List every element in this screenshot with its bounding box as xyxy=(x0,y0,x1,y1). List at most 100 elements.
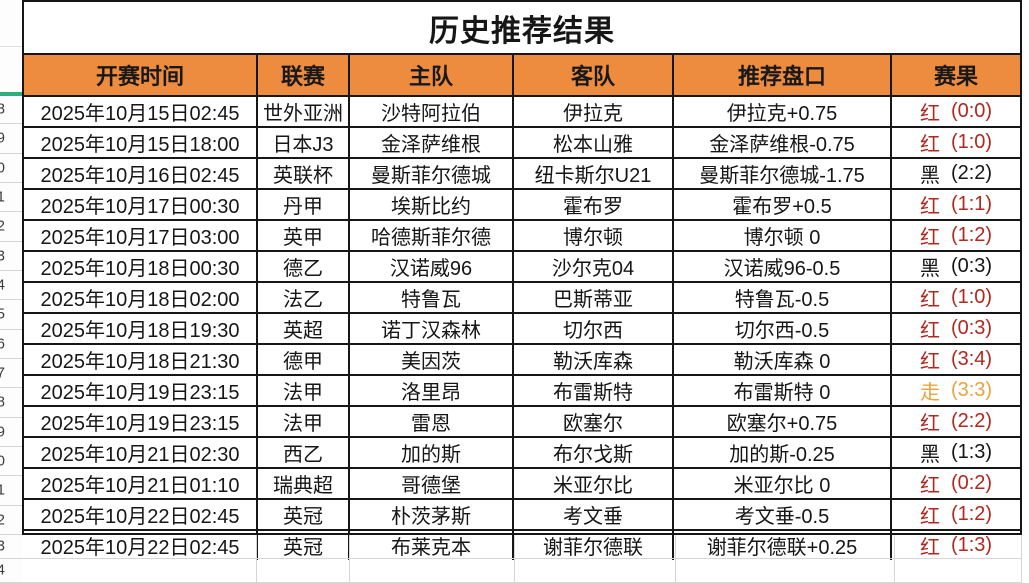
cell-home[interactable]: 沙特阿拉伯 xyxy=(350,97,514,126)
cell-away[interactable]: 米亚尔比 xyxy=(514,469,674,498)
cell-handicap[interactable]: 加的斯-0.25 xyxy=(674,438,892,467)
cell-time[interactable]: 2025年10月17日03:00 xyxy=(24,221,258,250)
cell-away[interactable]: 谢菲尔德联 xyxy=(514,531,674,560)
column-header-league[interactable]: 联赛 xyxy=(258,55,350,95)
cell-result[interactable]: 红 (1:2) xyxy=(892,221,1020,250)
cell-away[interactable]: 布尔戈斯 xyxy=(514,438,674,467)
cell-league[interactable]: 法甲 xyxy=(258,376,350,405)
cell-away[interactable]: 博尔顿 xyxy=(514,221,674,250)
empty-cell[interactable] xyxy=(257,559,350,583)
cell-result[interactable]: 红 (1:2) xyxy=(892,500,1020,529)
column-header-handicap[interactable]: 推荐盘口 xyxy=(674,55,892,95)
cell-home[interactable]: 埃斯比约 xyxy=(350,190,514,219)
cell-result[interactable]: 黑 (0:3) xyxy=(892,252,1020,281)
cell-time[interactable]: 2025年10月18日21:30 xyxy=(24,345,258,374)
cell-away[interactable]: 布雷斯特 xyxy=(514,376,674,405)
cell-handicap[interactable]: 霍布罗+0.5 xyxy=(674,190,892,219)
cell-league[interactable]: 西乙 xyxy=(258,438,350,467)
cell-league[interactable]: 瑞典超 xyxy=(258,469,350,498)
cell-handicap[interactable]: 伊拉克+0.75 xyxy=(674,97,892,126)
cell-away[interactable]: 伊拉克 xyxy=(514,97,674,126)
cell-home[interactable]: 加的斯 xyxy=(350,438,514,467)
cell-result[interactable]: 红 (1:0) xyxy=(892,128,1020,157)
cell-away[interactable]: 勒沃库森 xyxy=(514,345,674,374)
cell-away[interactable]: 欧塞尔 xyxy=(514,407,674,436)
cell-league[interactable]: 英甲 xyxy=(258,221,350,250)
cell-time[interactable]: 2025年10月18日19:30 xyxy=(24,314,258,343)
empty-cell[interactable] xyxy=(676,535,895,559)
cell-time[interactable]: 2025年10月22日02:45 xyxy=(24,500,258,529)
column-header-away[interactable]: 客队 xyxy=(514,55,674,95)
cell-result[interactable]: 红 (1:0) xyxy=(892,283,1020,312)
empty-cell[interactable] xyxy=(895,559,1022,583)
cell-away[interactable]: 巴斯蒂亚 xyxy=(514,283,674,312)
cell-away[interactable]: 沙尔克04 xyxy=(514,252,674,281)
cell-time[interactable]: 2025年10月15日18:00 xyxy=(24,128,258,157)
cell-home[interactable]: 朴茨茅斯 xyxy=(350,500,514,529)
empty-cell[interactable] xyxy=(22,559,257,583)
cell-handicap[interactable]: 金泽萨维根-0.75 xyxy=(674,128,892,157)
cell-time[interactable]: 2025年10月19日23:15 xyxy=(24,407,258,436)
cell-home[interactable]: 美因茨 xyxy=(350,345,514,374)
cell-result[interactable]: 红 (0:0) xyxy=(892,97,1020,126)
cell-result[interactable]: 红 (3:4) xyxy=(892,345,1020,374)
cell-league[interactable]: 世外亚洲 xyxy=(258,97,350,126)
cell-home[interactable]: 诺丁汉森林 xyxy=(350,314,514,343)
cell-time[interactable]: 2025年10月21日02:30 xyxy=(24,438,258,467)
cell-away[interactable]: 霍布罗 xyxy=(514,190,674,219)
cell-result[interactable]: 红 (0:2) xyxy=(892,469,1020,498)
cell-league[interactable]: 英联杯 xyxy=(258,159,350,188)
column-header-result[interactable]: 赛果 xyxy=(933,64,978,89)
cell-home[interactable]: 金泽萨维根 xyxy=(350,128,514,157)
cell-handicap[interactable]: 谢菲尔德联+0.25 xyxy=(674,531,892,560)
cell-league[interactable]: 法甲 xyxy=(258,407,350,436)
cell-handicap[interactable]: 米亚尔比 0 xyxy=(674,469,892,498)
cell-home[interactable]: 雷恩 xyxy=(350,407,514,436)
empty-cell[interactable] xyxy=(515,559,676,583)
empty-cell[interactable] xyxy=(257,535,350,559)
cell-away[interactable]: 考文垂 xyxy=(514,500,674,529)
cell-handicap[interactable]: 汉诺威96-0.5 xyxy=(674,252,892,281)
cell-home[interactable]: 汉诺威96 xyxy=(350,252,514,281)
cell-time[interactable]: 2025年10月18日02:00 xyxy=(24,283,258,312)
cell-away[interactable]: 切尔西 xyxy=(514,314,674,343)
cell-home[interactable]: 布莱克本 xyxy=(350,531,514,560)
empty-cell[interactable] xyxy=(350,535,515,559)
cell-home[interactable]: 特鲁瓦 xyxy=(350,283,514,312)
cell-home[interactable]: 哈德斯菲尔德 xyxy=(350,221,514,250)
cell-result[interactable]: 红 (1:1) xyxy=(892,190,1020,219)
cell-result[interactable]: 黑 (2:2) xyxy=(892,159,1020,188)
cell-away[interactable]: 纽卡斯尔U21 xyxy=(514,159,674,188)
cell-home[interactable]: 洛里昂 xyxy=(350,376,514,405)
sheet-title-cell[interactable]: 历史推荐结果 xyxy=(24,2,1020,55)
cell-time[interactable]: 2025年10月15日02:45 xyxy=(24,97,258,126)
cell-handicap[interactable]: 特鲁瓦-0.5 xyxy=(674,283,892,312)
cell-time[interactable]: 2025年10月22日02:45 xyxy=(24,531,258,560)
cell-result[interactable]: 红 (1:3) xyxy=(892,531,1020,560)
cell-handicap[interactable]: 考文垂-0.5 xyxy=(674,500,892,529)
cell-handicap[interactable]: 博尔顿 0 xyxy=(674,221,892,250)
cell-handicap[interactable]: 布雷斯特 0 xyxy=(674,376,892,405)
column-header-time[interactable]: 开赛时间 xyxy=(24,55,258,95)
cell-home[interactable]: 哥德堡 xyxy=(350,469,514,498)
cell-handicap[interactable]: 欧塞尔+0.75 xyxy=(674,407,892,436)
cell-league[interactable]: 英冠 xyxy=(258,500,350,529)
column-header-home[interactable]: 主队 xyxy=(350,55,514,95)
cell-league[interactable]: 日本J3 xyxy=(258,128,350,157)
cell-time[interactable]: 2025年10月21日01:10 xyxy=(24,469,258,498)
cell-handicap[interactable]: 切尔西-0.5 xyxy=(674,314,892,343)
cell-time[interactable]: 2025年10月19日23:15 xyxy=(24,376,258,405)
empty-cell[interactable] xyxy=(22,535,257,559)
cell-time[interactable]: 2025年10月17日00:30 xyxy=(24,190,258,219)
cell-league[interactable]: 法乙 xyxy=(258,283,350,312)
empty-cell[interactable] xyxy=(895,535,1022,559)
cell-league[interactable]: 德甲 xyxy=(258,345,350,374)
cell-time[interactable]: 2025年10月18日00:30 xyxy=(24,252,258,281)
cell-result[interactable]: 走 (3:3) xyxy=(892,376,1020,405)
cell-result[interactable]: 红 (0:3) xyxy=(892,314,1020,343)
empty-cell[interactable] xyxy=(350,559,515,583)
cell-result[interactable]: 黑 (1:3) xyxy=(892,438,1020,467)
cell-result[interactable]: 红 (2:2) xyxy=(892,407,1020,436)
cell-league[interactable]: 英超 xyxy=(258,314,350,343)
cell-away[interactable]: 松本山雅 xyxy=(514,128,674,157)
